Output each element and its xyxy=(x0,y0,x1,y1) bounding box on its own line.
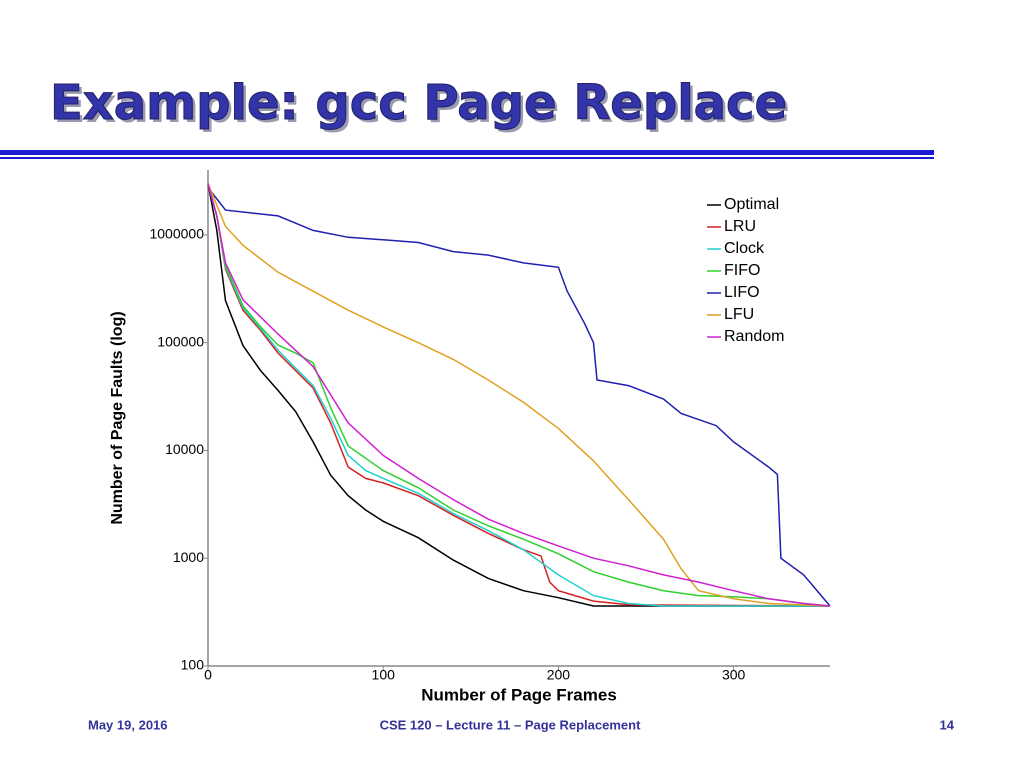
series-line xyxy=(210,191,831,607)
legend-label: Clock xyxy=(724,240,765,257)
x-tick-label: 100 xyxy=(372,667,396,683)
y-axis-label: Number of Page Faults (log) xyxy=(109,311,126,524)
series-line xyxy=(207,183,830,607)
series-line xyxy=(207,183,831,607)
legend-label: LFU xyxy=(724,306,754,323)
y-tick-label: 100 xyxy=(181,657,205,673)
legend-label: LRU xyxy=(724,218,756,235)
footer-date: May 19, 2016 xyxy=(88,717,168,732)
title-rule xyxy=(0,150,934,155)
x-tick-label: 200 xyxy=(547,667,571,683)
footer-center: CSE 120 – Lecture 11 – Page Replacement xyxy=(380,717,642,732)
x-tick-label: 300 xyxy=(722,667,746,683)
title-rule-thin xyxy=(0,157,934,159)
legend-label: LIFO xyxy=(724,284,760,301)
series-line xyxy=(207,183,831,607)
legend-label: FIFO xyxy=(724,262,760,279)
legend-label: Random xyxy=(724,328,784,345)
x-tick-label: 0 xyxy=(204,667,212,683)
title-shadow: Example: gcc Page Replace xyxy=(53,78,790,134)
footer-page: 14 xyxy=(940,717,955,732)
series-line xyxy=(207,183,830,607)
series-line xyxy=(207,183,831,607)
x-axis-label: Number of Page Frames xyxy=(421,685,617,704)
y-tick-label: 100000 xyxy=(157,333,204,349)
y-tick-label: 10000 xyxy=(165,441,204,457)
series-line xyxy=(207,183,831,607)
legend-label: Optimal xyxy=(724,196,779,213)
y-tick-label: 1000 xyxy=(173,549,204,565)
y-tick-label: 1000000 xyxy=(149,226,204,242)
slide-title: Example: gcc Page Replace xyxy=(50,75,787,131)
